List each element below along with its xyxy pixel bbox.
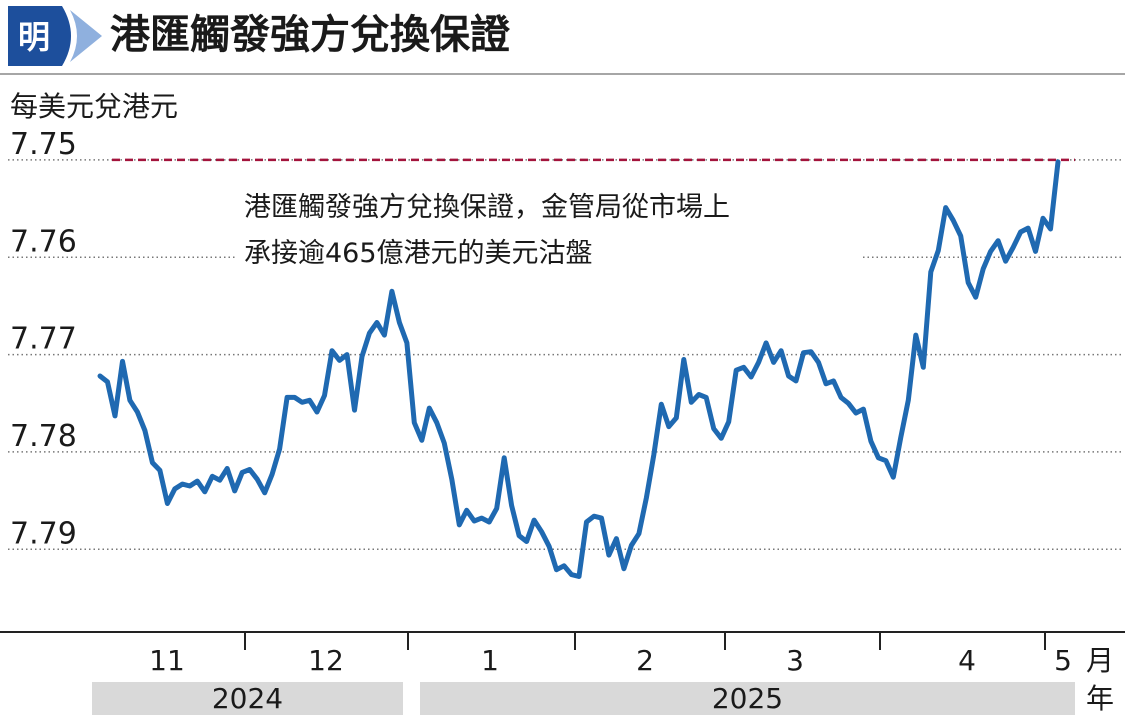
series-line	[97, 159, 1061, 579]
logo-badge	[8, 6, 71, 66]
logo-chevron	[70, 10, 102, 62]
chart-title: 港匯觸發強方兌換保證	[110, 12, 511, 58]
annotation-backdrop	[236, 178, 862, 274]
year-label: 2024	[212, 682, 283, 715]
year-band	[92, 682, 403, 715]
y-tick-label: 7.79	[10, 516, 77, 551]
logo-text: 明	[18, 18, 50, 56]
month-label: 4	[958, 644, 976, 677]
month-label: 12	[308, 644, 344, 677]
y-tick-label: 7.77	[10, 322, 77, 357]
y-tick-label: 7.76	[10, 224, 77, 259]
y-tick-label: 7.75	[10, 127, 77, 162]
year-label: 2025	[712, 682, 783, 715]
annotation-line: 承接逾465億港元的美元沽盤	[244, 238, 593, 269]
month-label: 5	[1054, 644, 1072, 677]
y-axis-title: 每美元兌港元	[10, 90, 178, 123]
month-label: 11	[149, 644, 185, 677]
month-label: 1	[481, 644, 499, 677]
year-unit: 年	[1086, 682, 1114, 715]
month-unit: 月	[1086, 644, 1114, 677]
y-tick-label: 7.78	[10, 419, 77, 454]
plot	[97, 159, 1061, 579]
annotation-line: 港匯觸發強方兌換保證，金管局從市場上	[244, 192, 730, 223]
logo: 明	[8, 6, 102, 66]
month-label: 3	[786, 644, 804, 677]
year-band	[420, 682, 1075, 715]
month-label: 2	[636, 644, 654, 677]
